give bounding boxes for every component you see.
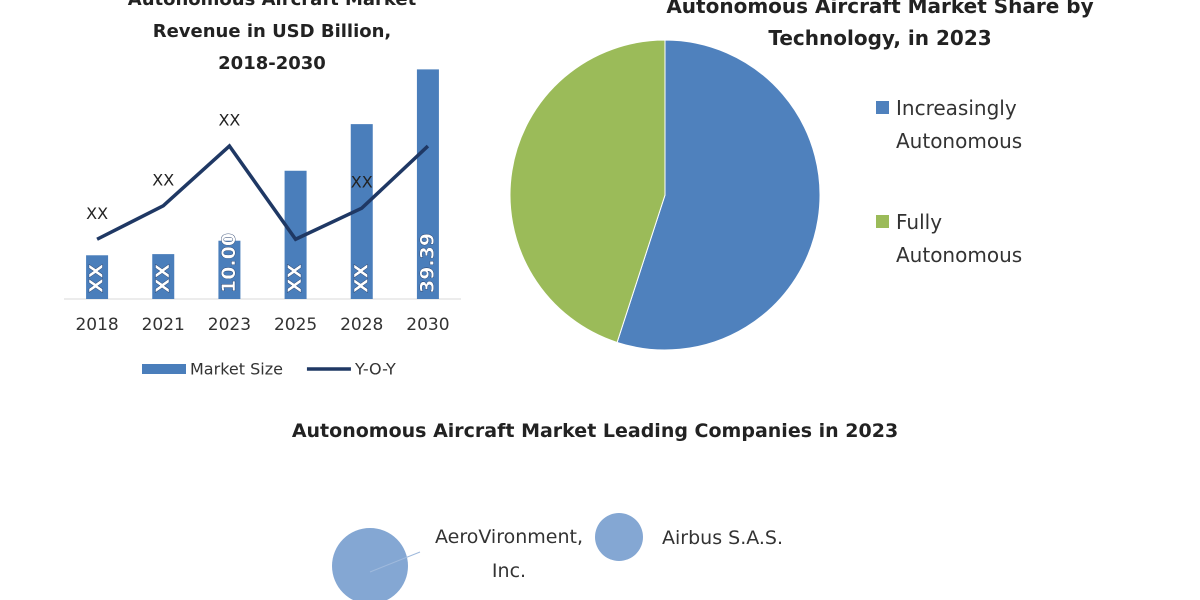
bubble xyxy=(332,528,408,600)
bubble xyxy=(595,513,643,561)
bar-value-label: 10.00 xyxy=(218,233,240,293)
bar xyxy=(284,170,307,299)
bar xyxy=(416,69,439,299)
line-value-label: XX xyxy=(86,204,108,223)
bubble-label: Airbus S.A.S. xyxy=(662,527,784,549)
x-tick-label: 2025 xyxy=(274,315,317,335)
x-tick-label: 2028 xyxy=(340,315,383,335)
line-series xyxy=(96,143,430,242)
legend-swatch xyxy=(876,101,889,114)
bubble-label: AeroVironment, Inc. xyxy=(424,520,594,588)
chart-title: Autonomous Aircraft Market Leading Compa… xyxy=(291,420,899,442)
bar xyxy=(152,254,175,299)
line-value-label: XX xyxy=(152,170,174,189)
legend-swatch xyxy=(142,364,186,374)
x-tick-label: 2018 xyxy=(75,315,118,335)
chart-title: Autonomous Aircraft Market Revenue in US… xyxy=(128,0,416,74)
x-tick-label: 2021 xyxy=(142,315,185,335)
bubble-label-line: Inc. xyxy=(491,560,527,582)
legend-label: Fully Autonomous xyxy=(896,210,1023,267)
pie-slice xyxy=(509,39,666,344)
x-tick-label: 2030 xyxy=(406,315,449,335)
bubble-label-line: AeroVironment, xyxy=(434,526,584,548)
x-tick-label: 2023 xyxy=(208,315,251,335)
bar xyxy=(218,240,241,299)
bar xyxy=(350,124,373,299)
line-value-label: XX xyxy=(351,173,373,192)
legend-swatch xyxy=(876,215,889,228)
bar xyxy=(86,255,109,299)
leader-line xyxy=(369,551,421,573)
bar-value-label: XX xyxy=(284,263,306,293)
legend-label: Increasingly Autonomous xyxy=(896,96,1023,153)
bar-value-label: XX xyxy=(152,263,174,293)
pie-slice xyxy=(616,39,821,351)
bar-value-label: XX xyxy=(350,263,372,293)
legend-label: Y-O-Y xyxy=(354,360,396,379)
bar-value-label: XX xyxy=(86,263,108,293)
bar-value-label: 39.39 xyxy=(416,233,438,293)
chart-title: Autonomous Aircraft Market Share by Tech… xyxy=(666,0,1094,50)
line-value-label: XX xyxy=(218,111,240,130)
legend-label: Market Size xyxy=(190,360,283,379)
